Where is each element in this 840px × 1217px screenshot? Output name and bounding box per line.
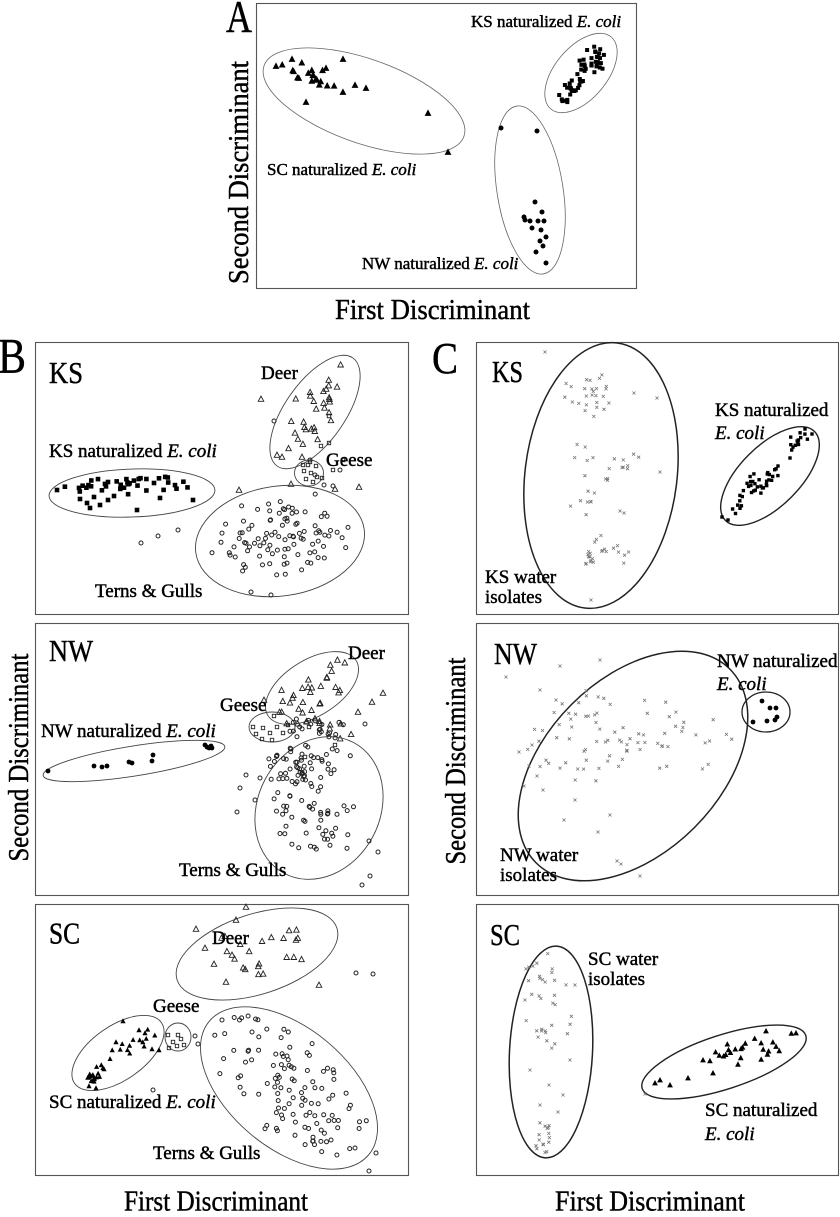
svg-text:SC naturalized: SC naturalized: [705, 1100, 818, 1121]
svg-text:A: A: [226, 0, 252, 42]
svg-text:KS naturalized E. coli: KS naturalized E. coli: [471, 12, 621, 31]
svg-text:C: C: [432, 334, 458, 383]
svg-text:isolates: isolates: [588, 969, 645, 990]
svg-text:NW naturalized: NW naturalized: [717, 651, 838, 672]
svg-text:KS: KS: [492, 354, 523, 389]
svg-text:Terns & Gulls: Terns & Gulls: [95, 581, 202, 602]
svg-text:KS: KS: [49, 355, 83, 390]
svg-text:SC: SC: [490, 917, 520, 952]
svg-text:Terns & Gulls: Terns & Gulls: [153, 1143, 260, 1164]
svg-text:NW water: NW water: [500, 845, 579, 866]
svg-text:Second Discriminant: Second Discriminant: [3, 654, 35, 862]
svg-text:SC naturalized E. coli: SC naturalized E. coli: [267, 160, 416, 179]
svg-text:E. coli: E. coli: [716, 674, 767, 695]
svg-text:B: B: [0, 328, 26, 384]
svg-text:SC naturalized E. coli: SC naturalized E. coli: [49, 1092, 216, 1113]
svg-text:First Discriminant: First Discriminant: [555, 1186, 745, 1213]
svg-text:isolates: isolates: [485, 587, 542, 608]
svg-text:isolates: isolates: [500, 865, 557, 886]
svg-text:NW naturalized E. coli: NW naturalized E. coli: [362, 254, 519, 273]
svg-text:Deer: Deer: [348, 643, 386, 664]
svg-text:NW naturalized E. coli: NW naturalized E. coli: [41, 721, 216, 742]
svg-text:First Discriminant: First Discriminant: [335, 294, 530, 326]
svg-text:NW: NW: [494, 636, 538, 671]
svg-text:Second Discriminant: Second Discriminant: [440, 658, 472, 865]
svg-text:Terns & Gulls: Terns & Gulls: [179, 860, 286, 881]
svg-text:SC water: SC water: [588, 949, 659, 970]
svg-text:E. coli: E. coli: [704, 1124, 755, 1145]
svg-text:E. coli: E. coli: [714, 423, 765, 444]
svg-text:Geese: Geese: [153, 996, 199, 1017]
svg-text:NW: NW: [49, 633, 94, 668]
svg-text:First Discriminant: First Discriminant: [124, 1186, 308, 1213]
svg-text:KS naturalized E. coli: KS naturalized E. coli: [49, 441, 217, 462]
svg-text:Deer: Deer: [261, 363, 299, 384]
svg-text:KS naturalized: KS naturalized: [715, 400, 829, 421]
svg-text:Geese: Geese: [326, 450, 372, 471]
svg-text:Second Discriminant: Second Discriminant: [223, 61, 255, 284]
svg-text:KS water: KS water: [485, 567, 557, 588]
svg-text:SC: SC: [49, 916, 80, 951]
svg-text:Deer: Deer: [212, 928, 250, 949]
svg-text:Geese: Geese: [220, 695, 266, 716]
